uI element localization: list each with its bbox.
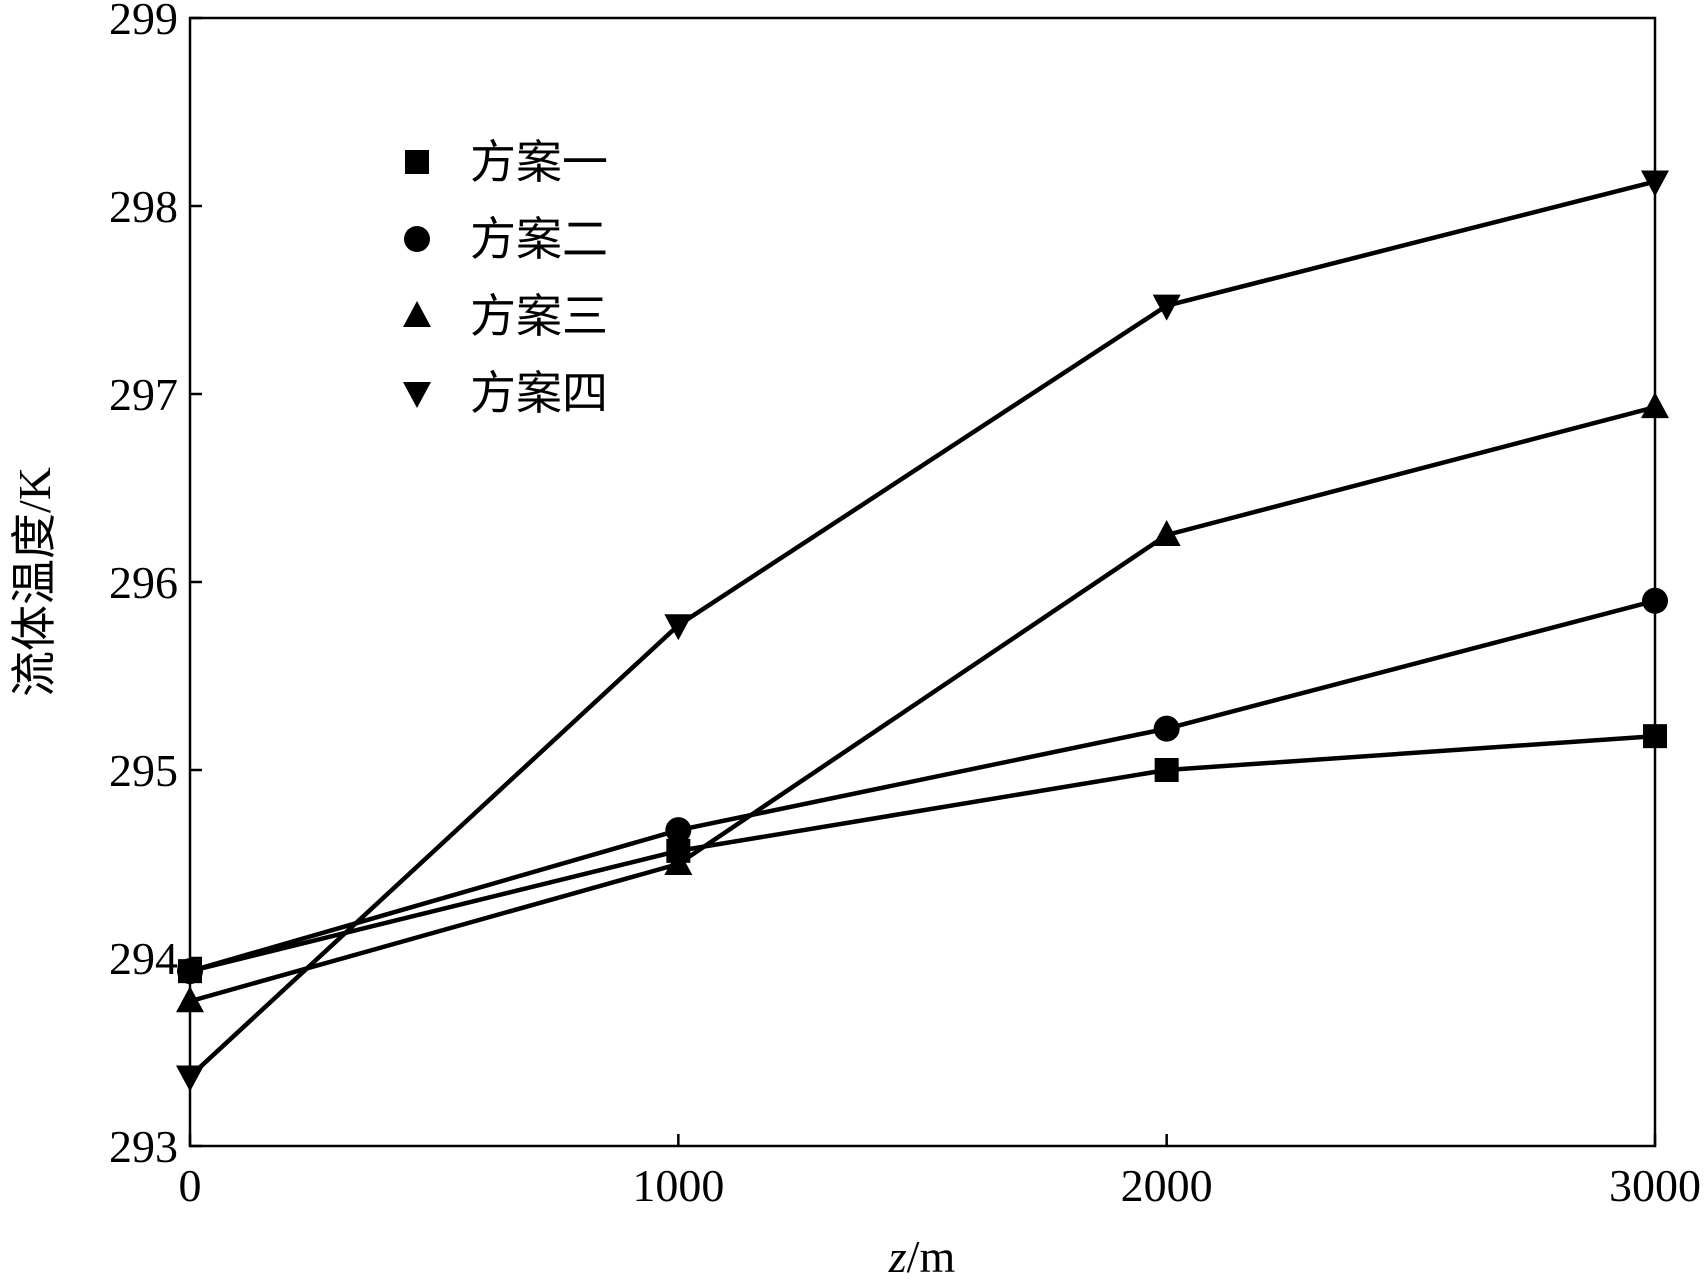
plot-frame bbox=[188, 16, 1657, 1148]
legend-label-4: 方案四 bbox=[470, 366, 608, 420]
series-2-point bbox=[177, 958, 203, 985]
series-line-3 bbox=[189, 404, 1656, 1004]
series-3-point bbox=[664, 849, 693, 875]
series-line-4 bbox=[188, 179, 1656, 1079]
x-axis-unit: /m bbox=[907, 1231, 956, 1279]
y-tick-label: 295 bbox=[109, 745, 178, 796]
y-tick-label: 297 bbox=[109, 369, 178, 420]
series-lines bbox=[188, 179, 1656, 1079]
y-tick-label: 296 bbox=[109, 557, 178, 608]
legend-marker-3 bbox=[403, 301, 431, 327]
series-1-point bbox=[1643, 724, 1667, 749]
series-4-point bbox=[176, 1065, 204, 1092]
series-line-1 bbox=[189, 733, 1656, 974]
y-tick-label: 294 bbox=[109, 933, 178, 984]
legend-marker-4 bbox=[403, 382, 431, 408]
legend-label-1: 方案一 bbox=[470, 135, 608, 189]
x-tick-label: 1000 bbox=[632, 1160, 724, 1211]
x-axis-title: z/m bbox=[888, 1231, 956, 1279]
legend-marker-1 bbox=[405, 150, 429, 174]
axis-ticks: 0 1000 2000 3000 293 294 295 296 297 298 299 bbox=[109, 0, 1701, 1211]
series-4-point bbox=[1641, 170, 1669, 197]
y-axis-title: 流体温度/K bbox=[9, 467, 60, 697]
x-tick-label: 0 bbox=[179, 1160, 202, 1211]
legend-marker-2 bbox=[404, 226, 430, 252]
legend-label-3: 方案三 bbox=[470, 289, 608, 343]
series-4-point bbox=[1152, 294, 1181, 321]
series-line-2 bbox=[189, 598, 1656, 974]
series-4-point bbox=[664, 614, 693, 641]
y-tick-label: 293 bbox=[109, 1121, 178, 1172]
y-tick-label: 299 bbox=[109, 0, 178, 44]
series-3-point bbox=[1641, 392, 1669, 419]
legend-label-2: 方案二 bbox=[470, 212, 608, 266]
y-tick-label: 298 bbox=[109, 181, 178, 232]
series-markers bbox=[176, 170, 1669, 1092]
series-2-point bbox=[1642, 587, 1668, 614]
series-3-point bbox=[1152, 520, 1181, 546]
series-3-point bbox=[176, 986, 204, 1013]
x-axis-variable: z bbox=[888, 1231, 907, 1279]
series-2-point bbox=[665, 817, 692, 844]
x-tick-label: 3000 bbox=[1609, 1160, 1701, 1211]
x-tick-label: 2000 bbox=[1121, 1160, 1213, 1211]
series-2-point bbox=[1153, 715, 1180, 742]
series-1-point bbox=[1154, 758, 1179, 782]
